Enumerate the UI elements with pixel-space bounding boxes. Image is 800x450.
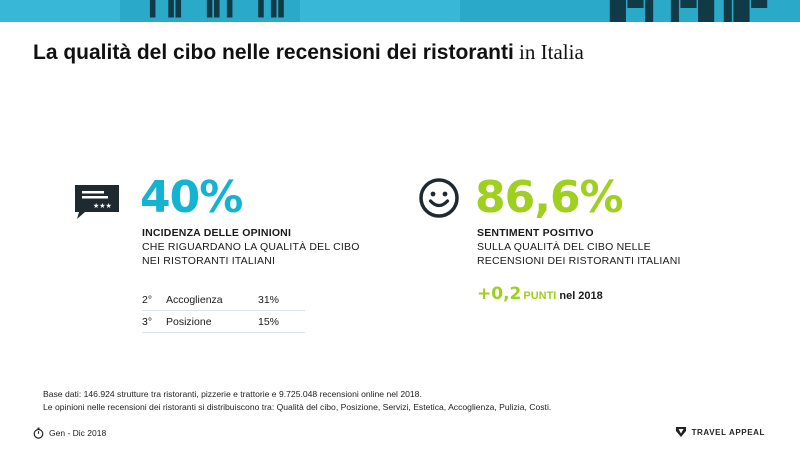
svg-text:★★★: ★★★ bbox=[93, 202, 112, 210]
desc-line: SULLA QUALITÀ DEL CIBO NELLE bbox=[477, 241, 651, 253]
band-streak bbox=[300, 0, 460, 22]
rank-value: 15% bbox=[258, 315, 280, 328]
brand-logo: TRAVEL APPEAL bbox=[675, 426, 765, 438]
delta-unit: PUNTI bbox=[523, 290, 557, 302]
rank-label: Accoglienza bbox=[166, 293, 223, 306]
desc-line: RECENSIONI DEI RISTORANTI ITALIANI bbox=[477, 255, 681, 267]
positive-sentiment-description: SENTIMENT POSITIVO SULLA QUALITÀ DEL CIB… bbox=[477, 226, 717, 268]
desc-line: NEI RISTORANTI ITALIANI bbox=[142, 255, 276, 267]
smiley-face-icon bbox=[419, 178, 459, 218]
title-bold: La qualità del cibo nelle recensioni dei… bbox=[33, 41, 514, 64]
brand-name: TRAVEL APPEAL bbox=[691, 427, 765, 437]
band-texture: ▌▐▌ ▐▌▌ ▐▐▌ bbox=[150, 0, 292, 18]
delta-suffix: nel 2018 bbox=[559, 290, 603, 302]
source-line: Base dati: 146.924 strutture tra ristora… bbox=[43, 389, 422, 399]
sentiment-delta: +0,2 PUNTI nel 2018 bbox=[477, 284, 603, 304]
travel-appeal-logo-icon bbox=[675, 427, 686, 437]
title-serif: in Italia bbox=[513, 40, 584, 64]
rank-position: 2° bbox=[142, 293, 153, 306]
delta-value: +0,2 bbox=[477, 284, 522, 304]
rank-value: 31% bbox=[258, 293, 280, 306]
desc-line: CHE RIGUARDANO LA QUALITÀ DEL CIBO bbox=[142, 241, 360, 253]
food-quality-share-value: 40% bbox=[140, 172, 243, 223]
band-texture: █▀▌▐▀█▐█▀ bbox=[610, 0, 769, 22]
stopwatch-icon bbox=[33, 427, 44, 439]
period-label: Gen - Dic 2018 bbox=[33, 427, 106, 439]
desc-heading: INCIDENZA DELLE OPINIONI bbox=[142, 227, 292, 239]
review-card-icon: ★★★ bbox=[75, 185, 119, 219]
period-text: Gen - Dic 2018 bbox=[49, 428, 107, 438]
table-row: 2° Accoglienza 31% bbox=[142, 289, 305, 311]
source-notes: Base dati: 146.924 strutture tra ristora… bbox=[43, 388, 783, 413]
page-title: La qualità del cibo nelle recensioni dei… bbox=[33, 40, 773, 65]
rank-position: 3° bbox=[142, 315, 153, 328]
ranking-table: 2° Accoglienza 31% 3° Posizione 15% bbox=[142, 289, 305, 333]
header-band: ▌▐▌ ▐▌▌ ▐▐▌ █▀▌▐▀█▐█▀ bbox=[0, 0, 800, 22]
band-streak bbox=[0, 0, 120, 22]
positive-sentiment-value: 86,6% bbox=[475, 172, 624, 223]
source-line: Le opinioni nelle recensioni dei ristora… bbox=[43, 401, 552, 412]
table-row: 3° Posizione 15% bbox=[142, 311, 305, 333]
food-quality-share-description: INCIDENZA DELLE OPINIONI CHE RIGUARDANO … bbox=[142, 226, 382, 268]
rank-label: Posizione bbox=[166, 315, 212, 328]
desc-heading: SENTIMENT POSITIVO bbox=[477, 227, 594, 239]
